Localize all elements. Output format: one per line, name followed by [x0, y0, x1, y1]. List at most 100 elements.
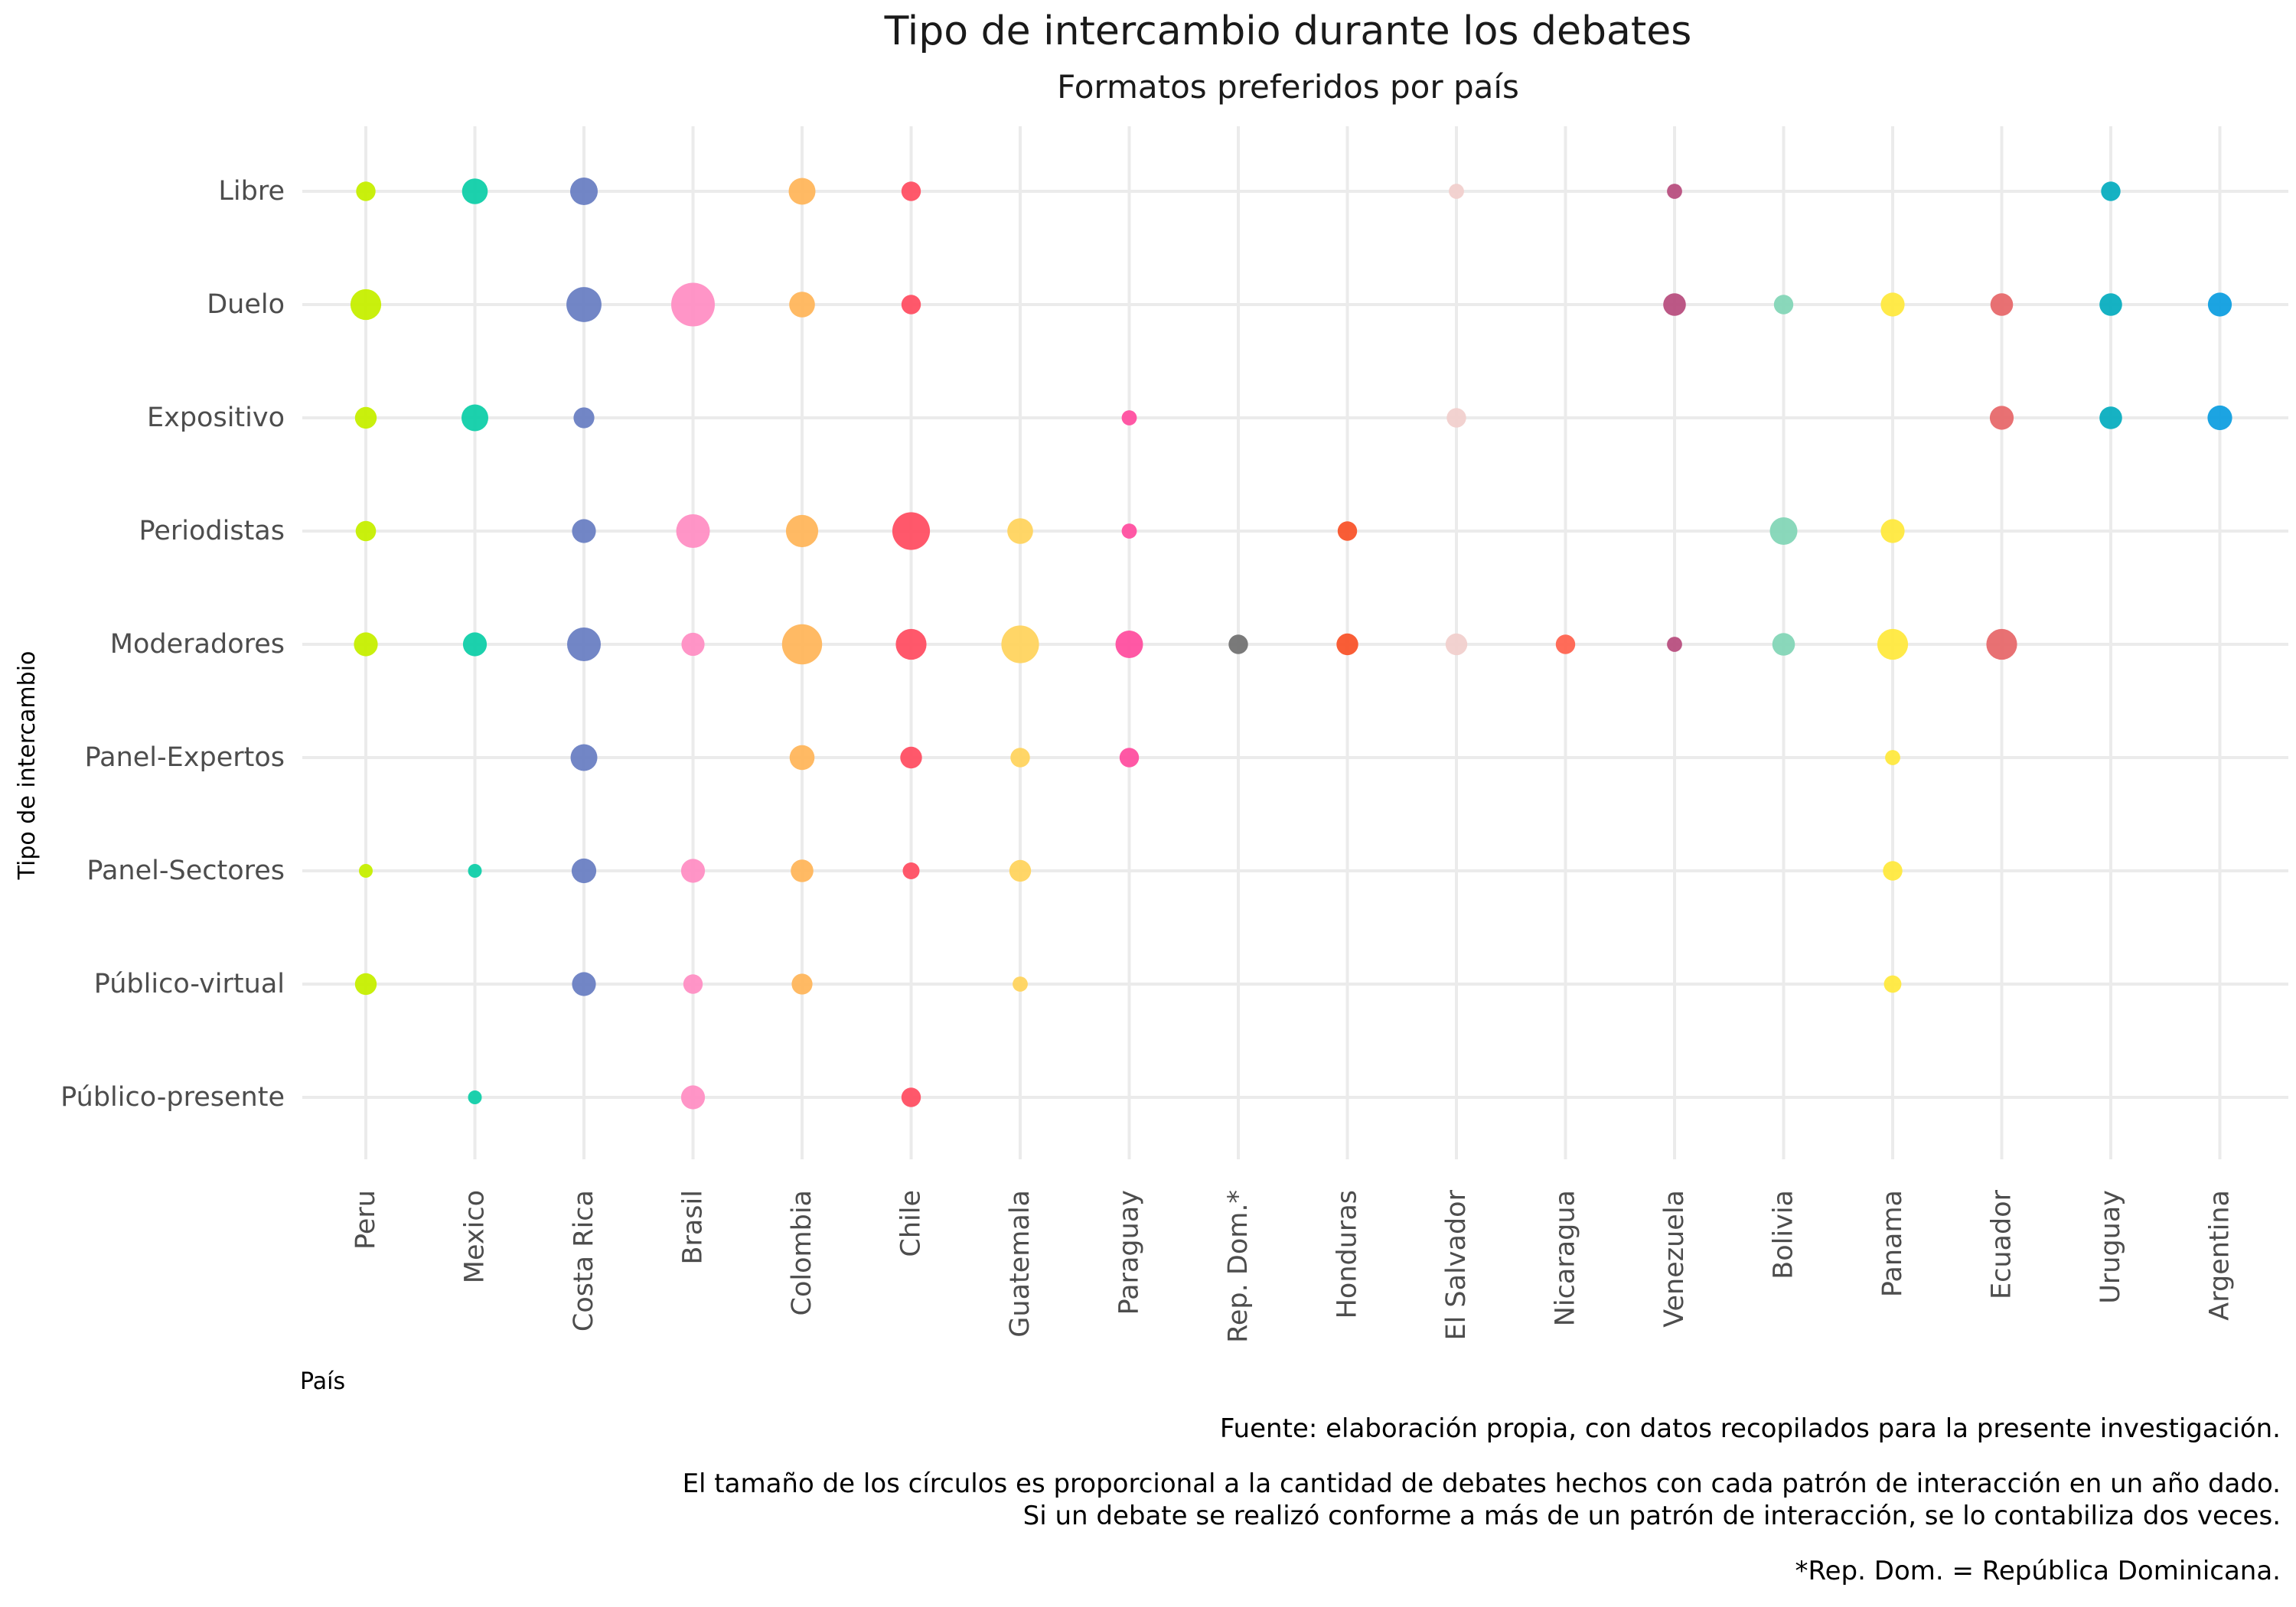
point-chile-moderadores: [895, 628, 927, 660]
x-tick-ecuador: Ecuador: [1987, 1189, 2017, 1299]
chart-subtitle: Formatos preferidos por país: [1057, 68, 1519, 106]
point-guatemala-panel-sectores: [1009, 859, 1032, 882]
point-panama-moderadores: [1877, 628, 1909, 660]
x-axis-title: País: [300, 1368, 345, 1395]
x-tick-el-salvador: El Salvador: [1441, 1189, 1472, 1340]
y-tick-duelo: Duelo: [207, 289, 285, 320]
point-uruguay-libre: [2101, 181, 2121, 201]
point-panama-duelo: [1880, 292, 1905, 317]
caption-footnote: *Rep. Dom. = República Dominicana.: [1795, 1556, 2281, 1586]
x-tick-labels: Peru Mexico Costa Rica Brasil Colombia Chile G…: [351, 1189, 2236, 1342]
point-el-salvador-moderadores: [1445, 633, 1468, 656]
point-peru-publico-virtual: [354, 973, 377, 996]
point-bolivia-duelo: [1773, 295, 1794, 315]
point-argentina-duelo: [2207, 292, 2232, 317]
point-costa-rica-expositivo: [573, 407, 595, 429]
point-colombia-libre: [788, 178, 816, 205]
point-ecuador-duelo: [1990, 293, 2014, 316]
point-mexico-panel-sectores: [468, 864, 482, 878]
x-tick-chile: Chile: [896, 1190, 927, 1257]
point-guatemala-periodistas: [1007, 518, 1033, 544]
point-colombia-periodistas: [785, 514, 819, 548]
x-tick-nicaragua: Nicaragua: [1551, 1190, 1581, 1326]
point-paraguay-periodistas: [1121, 523, 1137, 539]
point-argentina-expositivo: [2207, 405, 2232, 431]
point-uruguay-expositivo: [2099, 406, 2122, 429]
y-tick-libre: Libre: [218, 176, 285, 207]
y-tick-publico-presente: Público-presente: [60, 1082, 285, 1113]
point-costa-rica-libre: [570, 178, 598, 205]
point-panama-periodistas: [1880, 519, 1905, 543]
point-costa-rica-panel-sectores: [571, 858, 597, 884]
point-chile-panel-expertos: [900, 746, 922, 769]
point-chile-duelo: [901, 295, 921, 315]
point-rep-dom-moderadores: [1228, 634, 1248, 654]
point-costa-rica-moderadores: [567, 627, 601, 661]
point-colombia-panel-expertos: [789, 745, 815, 771]
x-tick-argentina: Argentina: [2205, 1190, 2236, 1321]
x-tick-panama: Panama: [1877, 1190, 1908, 1297]
x-tick-honduras: Honduras: [1332, 1190, 1363, 1319]
x-tick-colombia: Colombia: [787, 1190, 817, 1315]
point-panama-panel-sectores: [1883, 861, 1903, 881]
y-axis-title: Tipo de intercambio: [14, 651, 41, 881]
x-tick-rep-dom: Rep. Dom.*: [1223, 1190, 1254, 1343]
point-panama-panel-expertos: [1885, 750, 1900, 765]
point-chile-panel-sectores: [902, 862, 920, 879]
caption-size-note: El tamaño de los círculos es proporciona…: [683, 1468, 2281, 1499]
point-brasil-panel-sectores: [680, 859, 706, 883]
point-colombia-moderadores: [781, 624, 823, 665]
point-venezuela-duelo: [1663, 293, 1686, 316]
point-peru-panel-sectores: [359, 864, 373, 878]
point-costa-rica-panel-expertos: [570, 744, 598, 771]
x-tick-bolivia: Bolivia: [1769, 1190, 1799, 1279]
point-peru-libre: [356, 181, 376, 201]
x-tick-peru: Peru: [351, 1190, 381, 1250]
point-ecuador-moderadores: [1986, 628, 2017, 660]
point-guatemala-panel-expertos: [1010, 748, 1030, 768]
data-points: [350, 178, 2232, 1110]
point-bolivia-periodistas: [1769, 517, 1798, 545]
point-chile-periodistas: [892, 512, 931, 550]
chart-title: Tipo de intercambio durante los debates: [884, 8, 1692, 54]
x-tick-costa-rica: Costa Rica: [569, 1190, 599, 1332]
y-tick-moderadores: Moderadores: [110, 629, 285, 660]
point-venezuela-libre: [1667, 184, 1682, 199]
y-gridlines: [302, 190, 2288, 1099]
point-chile-libre: [901, 181, 921, 201]
y-tick-labels: Libre Duelo Expositivo Periodistas Moderador…: [60, 176, 285, 1113]
point-peru-duelo: [350, 288, 382, 321]
y-tick-periodistas: Periodistas: [139, 516, 285, 546]
point-el-salvador-expositivo: [1446, 408, 1466, 428]
point-mexico-publico-presente: [468, 1090, 482, 1104]
point-colombia-publico-virtual: [791, 973, 813, 995]
point-honduras-periodistas: [1337, 521, 1358, 541]
point-colombia-panel-sectores: [791, 859, 814, 882]
point-mexico-moderadores: [462, 632, 488, 657]
y-tick-panel-sectores: Panel-Sectores: [86, 856, 285, 886]
point-peru-periodistas: [355, 520, 377, 542]
point-brasil-periodistas: [676, 514, 710, 548]
point-peru-moderadores: [354, 632, 378, 657]
x-tick-guatemala: Guatemala: [1005, 1190, 1035, 1338]
point-costa-rica-periodistas: [572, 519, 596, 543]
point-costa-rica-duelo: [566, 287, 602, 322]
x-tick-uruguay: Uruguay: [2095, 1190, 2126, 1304]
point-brasil-moderadores: [681, 632, 705, 657]
point-uruguay-duelo: [2099, 293, 2122, 316]
point-paraguay-expositivo: [1121, 410, 1137, 425]
point-nicaragua-moderadores: [1555, 634, 1576, 654]
point-panama-publico-virtual: [1883, 975, 1902, 993]
caption-count-note: Si un debate se realizó conforme a más d…: [1023, 1501, 2281, 1531]
point-guatemala-publico-virtual: [1013, 976, 1028, 992]
point-mexico-expositivo: [461, 404, 488, 432]
point-ecuador-expositivo: [1989, 406, 2014, 430]
y-tick-publico-virtual: Público-virtual: [94, 969, 285, 999]
point-el-salvador-libre: [1449, 184, 1464, 199]
y-tick-expositivo: Expositivo: [147, 403, 285, 433]
point-brasil-publico-virtual: [683, 974, 703, 994]
point-costa-rica-publico-virtual: [572, 972, 596, 996]
x-tick-paraguay: Paraguay: [1114, 1190, 1145, 1315]
x-tick-venezuela: Venezuela: [1659, 1190, 1690, 1328]
